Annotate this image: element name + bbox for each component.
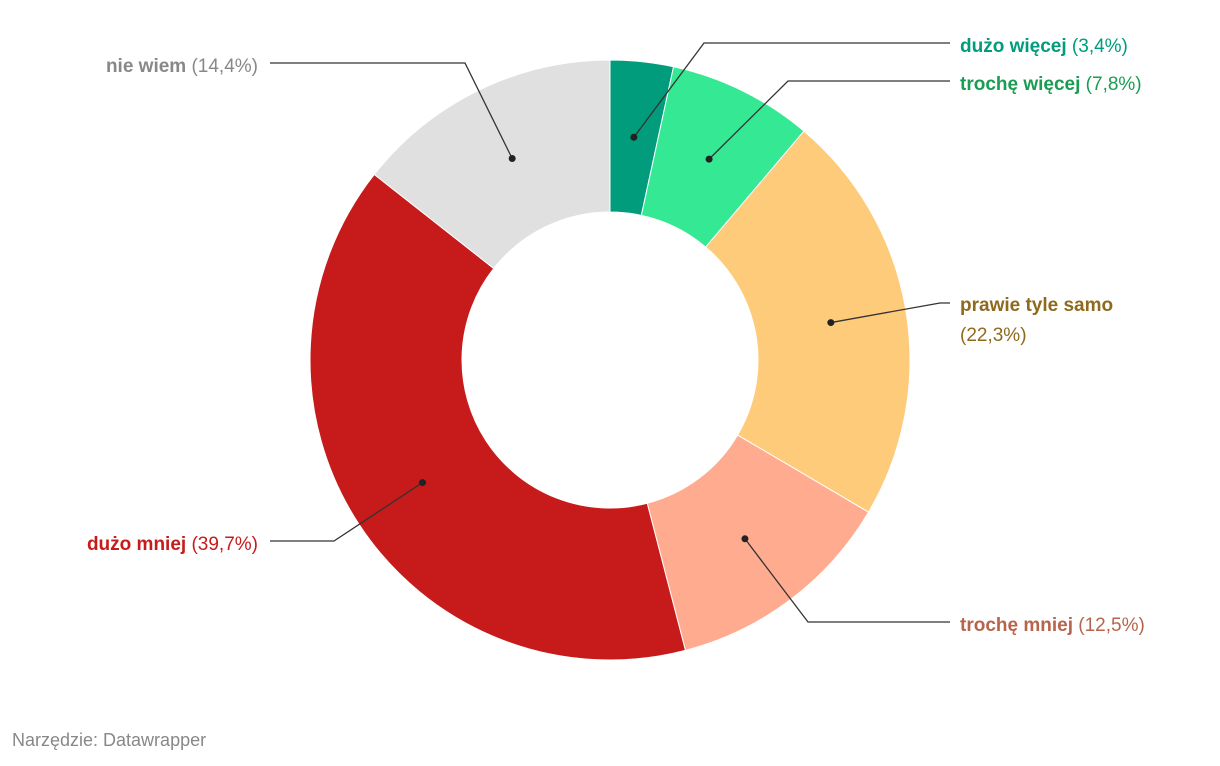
- slices-group: [309, 59, 911, 661]
- labels-group: dużo więcej (3,4%) trochę więcej (7,8%) pr…: [87, 36, 1145, 636]
- slice-duz-o-mniej: [309, 173, 687, 661]
- label-nie-wiem: nie wiem (14,4%): [106, 56, 258, 77]
- label-name-troche-wie-cej: trochę więcej: [960, 74, 1080, 95]
- label-name-duz-o-wie-cej: dużo więcej: [960, 36, 1067, 57]
- leader-dot-duz-o-mniej: [419, 479, 427, 487]
- leader-dot-troche-mniej: [741, 535, 749, 543]
- label-duz-o-mniej: dużo mniej (39,7%): [87, 534, 258, 555]
- leader-dot-duz-o-wie-cej: [630, 133, 638, 141]
- leader-line-nie-wiem: [270, 62, 513, 159]
- label-value-troche-mniej: (12,5%): [1073, 615, 1145, 636]
- leader-line-troche-mniej: [744, 538, 950, 623]
- label-value-duz-o-mniej: (39,7%): [186, 534, 258, 555]
- label-value-troche-wie-cej: (7,8%): [1080, 74, 1141, 95]
- leader-line-troche-wie-cej: [708, 80, 950, 160]
- label-name-troche-mniej: trochę mniej: [960, 615, 1073, 636]
- leader-line-prawie-tyle-samo: [830, 302, 950, 324]
- leader-dot-prawie-tyle-samo: [827, 319, 835, 327]
- label-duz-o-wie-cej: dużo więcej (3,4%): [960, 36, 1128, 57]
- slice-troche-mniej: [646, 434, 870, 651]
- slice-prawie-tyle-samo: [704, 130, 911, 513]
- label-value-prawie-tyle-samo: (22,3%): [960, 325, 1027, 346]
- label-value-nie-wiem: (14,4%): [186, 56, 258, 77]
- label-value-duz-o-wie-cej: (3,4%): [1067, 36, 1128, 57]
- label-name-duz-o-mniej: dużo mniej: [87, 534, 186, 555]
- leader-dot-troche-wie-cej: [705, 155, 713, 163]
- label-troche-mniej: trochę mniej (12,5%): [960, 615, 1145, 636]
- label-name-prawie-tyle-samo: prawie tyle samo: [960, 295, 1113, 316]
- source-footer: Narzędzie: Datawrapper: [12, 730, 207, 750]
- label-name-nie-wiem: nie wiem: [106, 56, 186, 77]
- leader-line-duz-o-mniej: [270, 482, 423, 542]
- label-prawie-tyle-samo: prawie tyle samo (22,3%): [960, 295, 1113, 346]
- leader-dot-nie-wiem: [508, 154, 516, 162]
- label-troche-wie-cej: trochę więcej (7,8%): [960, 74, 1142, 95]
- leader-lines-group: [270, 42, 950, 623]
- leader-line-duz-o-wie-cej: [633, 42, 950, 138]
- slice-nie-wiem: [373, 59, 611, 270]
